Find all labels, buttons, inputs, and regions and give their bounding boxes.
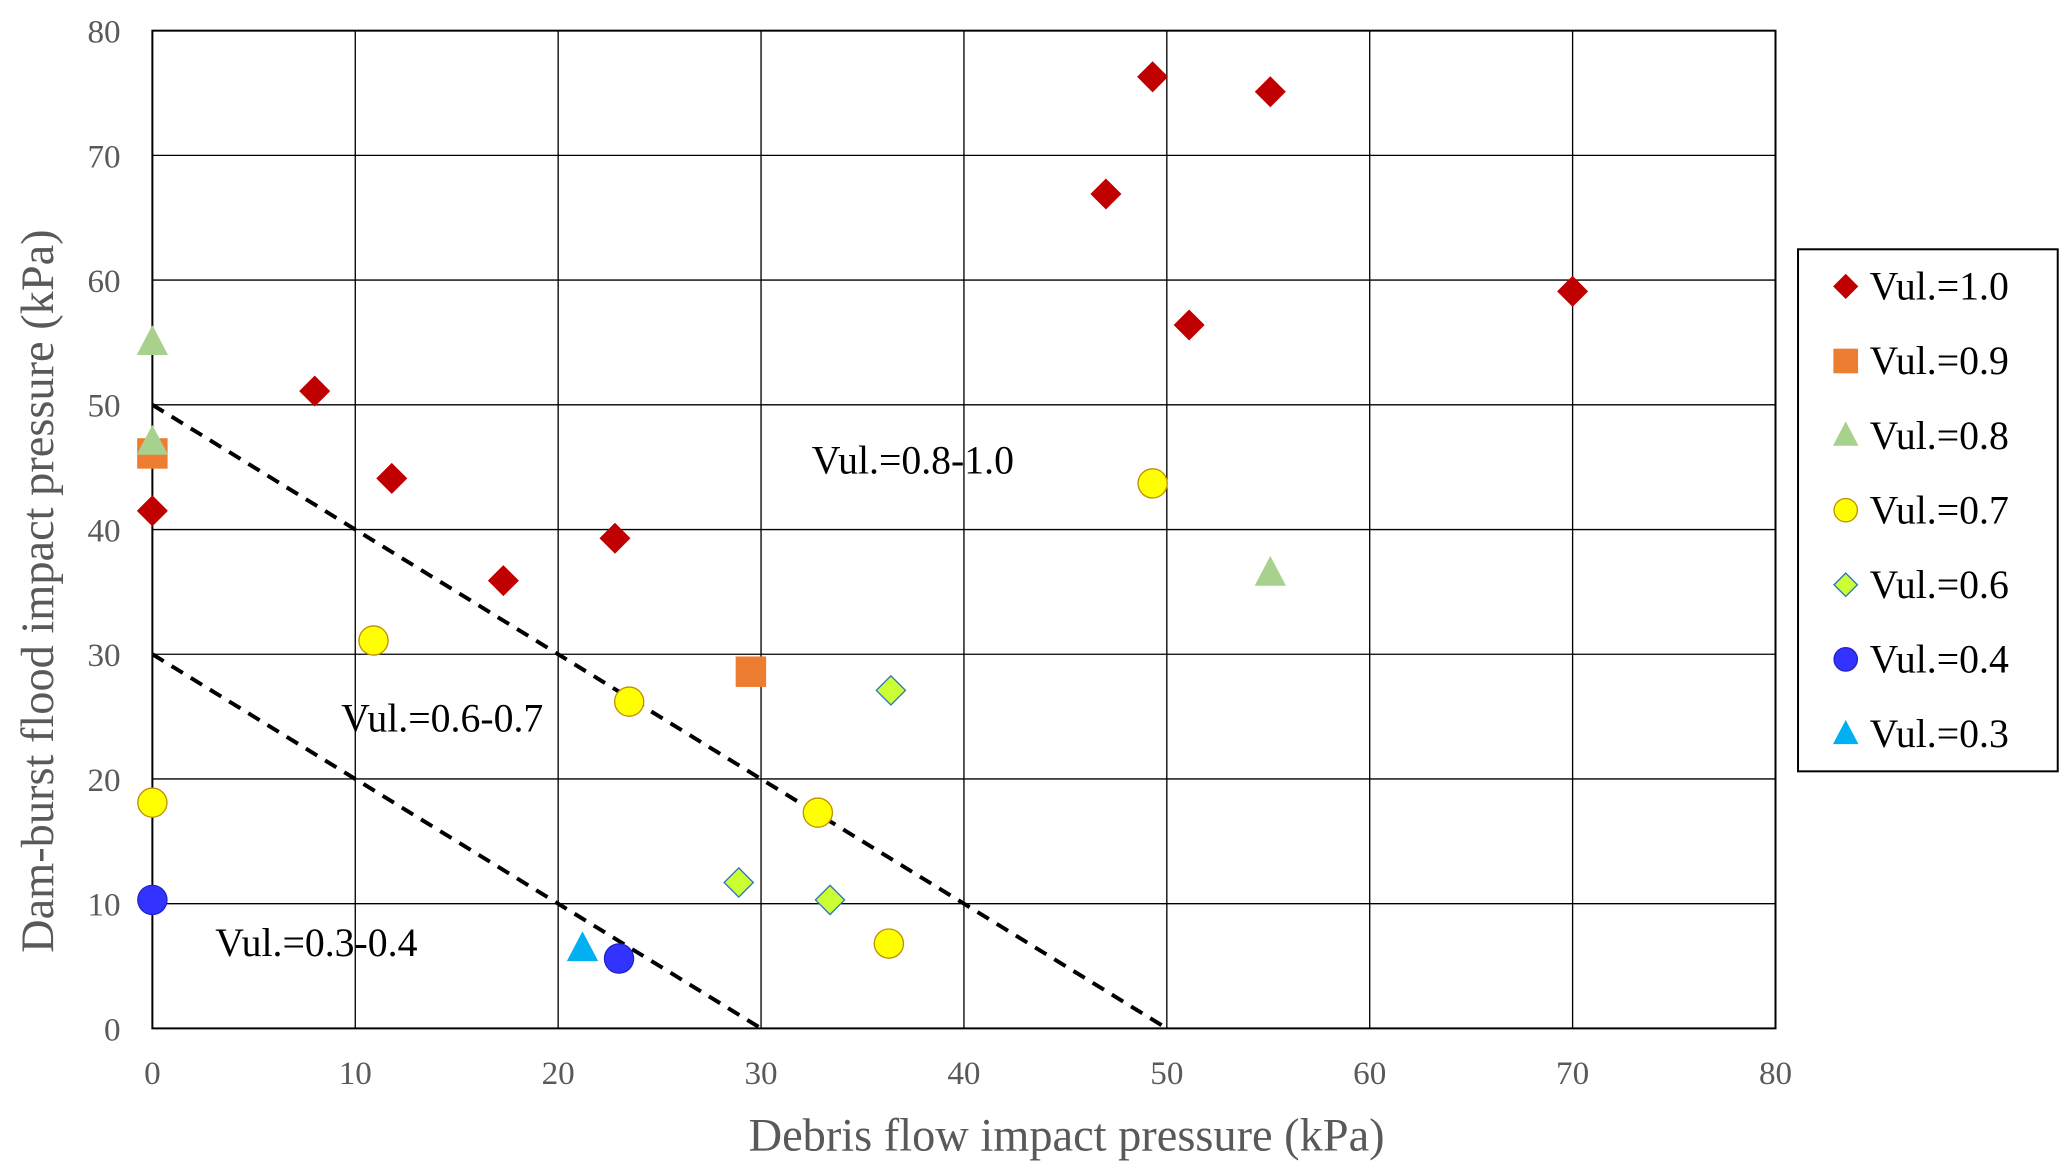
x-tick-label: 80 [1759, 1055, 1792, 1092]
data-point [137, 787, 168, 818]
boundary-line [151, 652, 763, 1031]
data-point [723, 866, 755, 898]
x-tick-label: 50 [1150, 1055, 1183, 1092]
boundary-line [151, 403, 1168, 1031]
legend-item: Vul.=1.0 [1833, 265, 2009, 309]
data-point [599, 522, 631, 554]
legend-label: Vul.=0.7 [1870, 488, 2009, 532]
data-point [814, 884, 846, 916]
data-point [802, 797, 834, 828]
boundary-lines [151, 403, 1168, 1031]
legend-marker-icon [1833, 348, 1859, 374]
legend-item: Vul.=0.3 [1832, 712, 2009, 756]
data-point [735, 656, 767, 687]
x-tick-label: 30 [744, 1055, 777, 1092]
y-tick-label: 50 [87, 388, 120, 425]
data-point [358, 625, 389, 656]
legend-label: Vul.=1.0 [1870, 265, 2009, 309]
data-point [613, 686, 645, 717]
region-label: Vul.=0.8-1.0 [812, 438, 1014, 482]
grid [151, 29, 1777, 1030]
data-point [1557, 275, 1589, 307]
x-tick-label: 40 [947, 1055, 980, 1092]
legend-item: Vul.=0.7 [1833, 488, 2009, 532]
data-point [1254, 76, 1286, 108]
x-tick-label: 70 [1556, 1055, 1589, 1092]
data-point [137, 884, 168, 916]
legend-marker-icon [1832, 719, 1859, 745]
legend-label: Vul.=0.3 [1870, 712, 2009, 756]
legend-marker-icon [1832, 421, 1859, 446]
plot-area-border [151, 29, 1777, 1030]
x-tick-label: 10 [339, 1055, 372, 1092]
x-tick-label: 0 [144, 1055, 161, 1092]
y-tick-label: 40 [87, 512, 120, 549]
y-tick-label: 0 [104, 1011, 121, 1048]
legend-label: Vul.=0.8 [1870, 414, 2009, 458]
legend-label: Vul.=0.9 [1870, 339, 2009, 383]
data-point [1090, 178, 1122, 210]
data-point [1173, 309, 1205, 341]
y-axis-label: Dam-burst flood impact pressure (kPa) [13, 229, 64, 953]
legend-marker-icon [1833, 572, 1859, 598]
legend-item: Vul.=0.8 [1832, 414, 2009, 458]
data-point [136, 495, 168, 527]
y-tick-label: 10 [87, 887, 120, 924]
legend-label: Vul.=0.6 [1870, 563, 2009, 607]
region-label: Vul.=0.3-0.4 [215, 921, 417, 965]
data-point [1137, 61, 1169, 93]
x-tick-label: 60 [1353, 1055, 1386, 1092]
data-point [136, 424, 169, 455]
legend-item: Vul.=0.6 [1833, 563, 2009, 607]
data-point [136, 325, 169, 356]
legend-marker-icon [1833, 273, 1859, 299]
x-axis-label: Debris flow impact pressure (kPa) [749, 1110, 1385, 1161]
data-point [875, 674, 907, 706]
tick-labels: 0 10 20 30 40 50 60 70 80 0 10 20 30 40 50 60 70 80 [87, 14, 1792, 1092]
legend: Vul.=1.0 Vul.=0.9 Vul.=0.8 Vul.=0.7 Vul.=0.6… [1797, 248, 2059, 773]
data-point [299, 375, 331, 407]
y-tick-label: 60 [87, 263, 120, 300]
y-tick-label: 20 [87, 762, 120, 799]
legend-item: Vul.=0.9 [1833, 339, 2009, 383]
data-points [136, 61, 1589, 974]
region-label: Vul.=0.6-0.7 [341, 697, 543, 741]
data-point [1254, 555, 1286, 586]
legend-label: Vul.=0.4 [1870, 638, 2009, 682]
y-tick-label: 70 [87, 138, 120, 175]
annotations: Vul.=0.8-1.0 Vul.=0.6-0.7 Vul.=0.3-0.4 [215, 438, 1014, 965]
data-point [566, 931, 599, 962]
y-tick-label: 80 [87, 14, 120, 51]
data-point [376, 462, 408, 494]
data-point [603, 943, 635, 974]
legend-item: Vul.=0.4 [1833, 638, 2009, 682]
legend-marker-icon [1833, 647, 1859, 672]
data-point [873, 928, 905, 959]
y-tick-label: 30 [87, 637, 120, 674]
data-point [487, 565, 519, 597]
data-point [1137, 468, 1168, 499]
x-tick-label: 20 [542, 1055, 575, 1092]
legend-marker-icon [1833, 497, 1859, 523]
